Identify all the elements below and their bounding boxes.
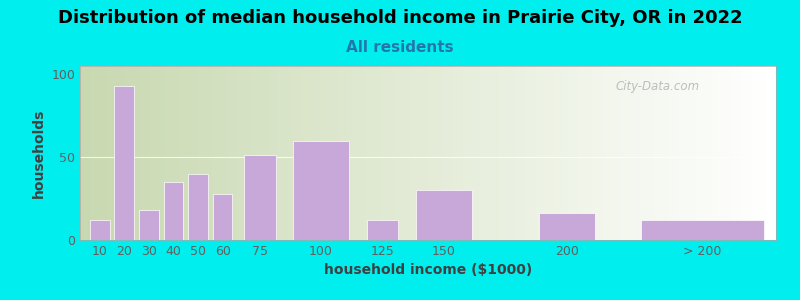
- Bar: [213, 194, 233, 240]
- Bar: [188, 174, 208, 240]
- Bar: [641, 220, 764, 240]
- Bar: [139, 210, 158, 240]
- Bar: [538, 214, 595, 240]
- Text: City-Data.com: City-Data.com: [616, 80, 700, 93]
- X-axis label: household income ($1000): household income ($1000): [324, 263, 532, 278]
- Bar: [114, 86, 134, 240]
- Bar: [243, 155, 275, 240]
- Bar: [90, 220, 110, 240]
- Y-axis label: households: households: [32, 108, 46, 198]
- Text: Distribution of median household income in Prairie City, OR in 2022: Distribution of median household income …: [58, 9, 742, 27]
- Bar: [164, 182, 183, 240]
- Text: All residents: All residents: [346, 40, 454, 56]
- Bar: [416, 190, 472, 240]
- Bar: [293, 141, 350, 240]
- Bar: [366, 220, 398, 240]
